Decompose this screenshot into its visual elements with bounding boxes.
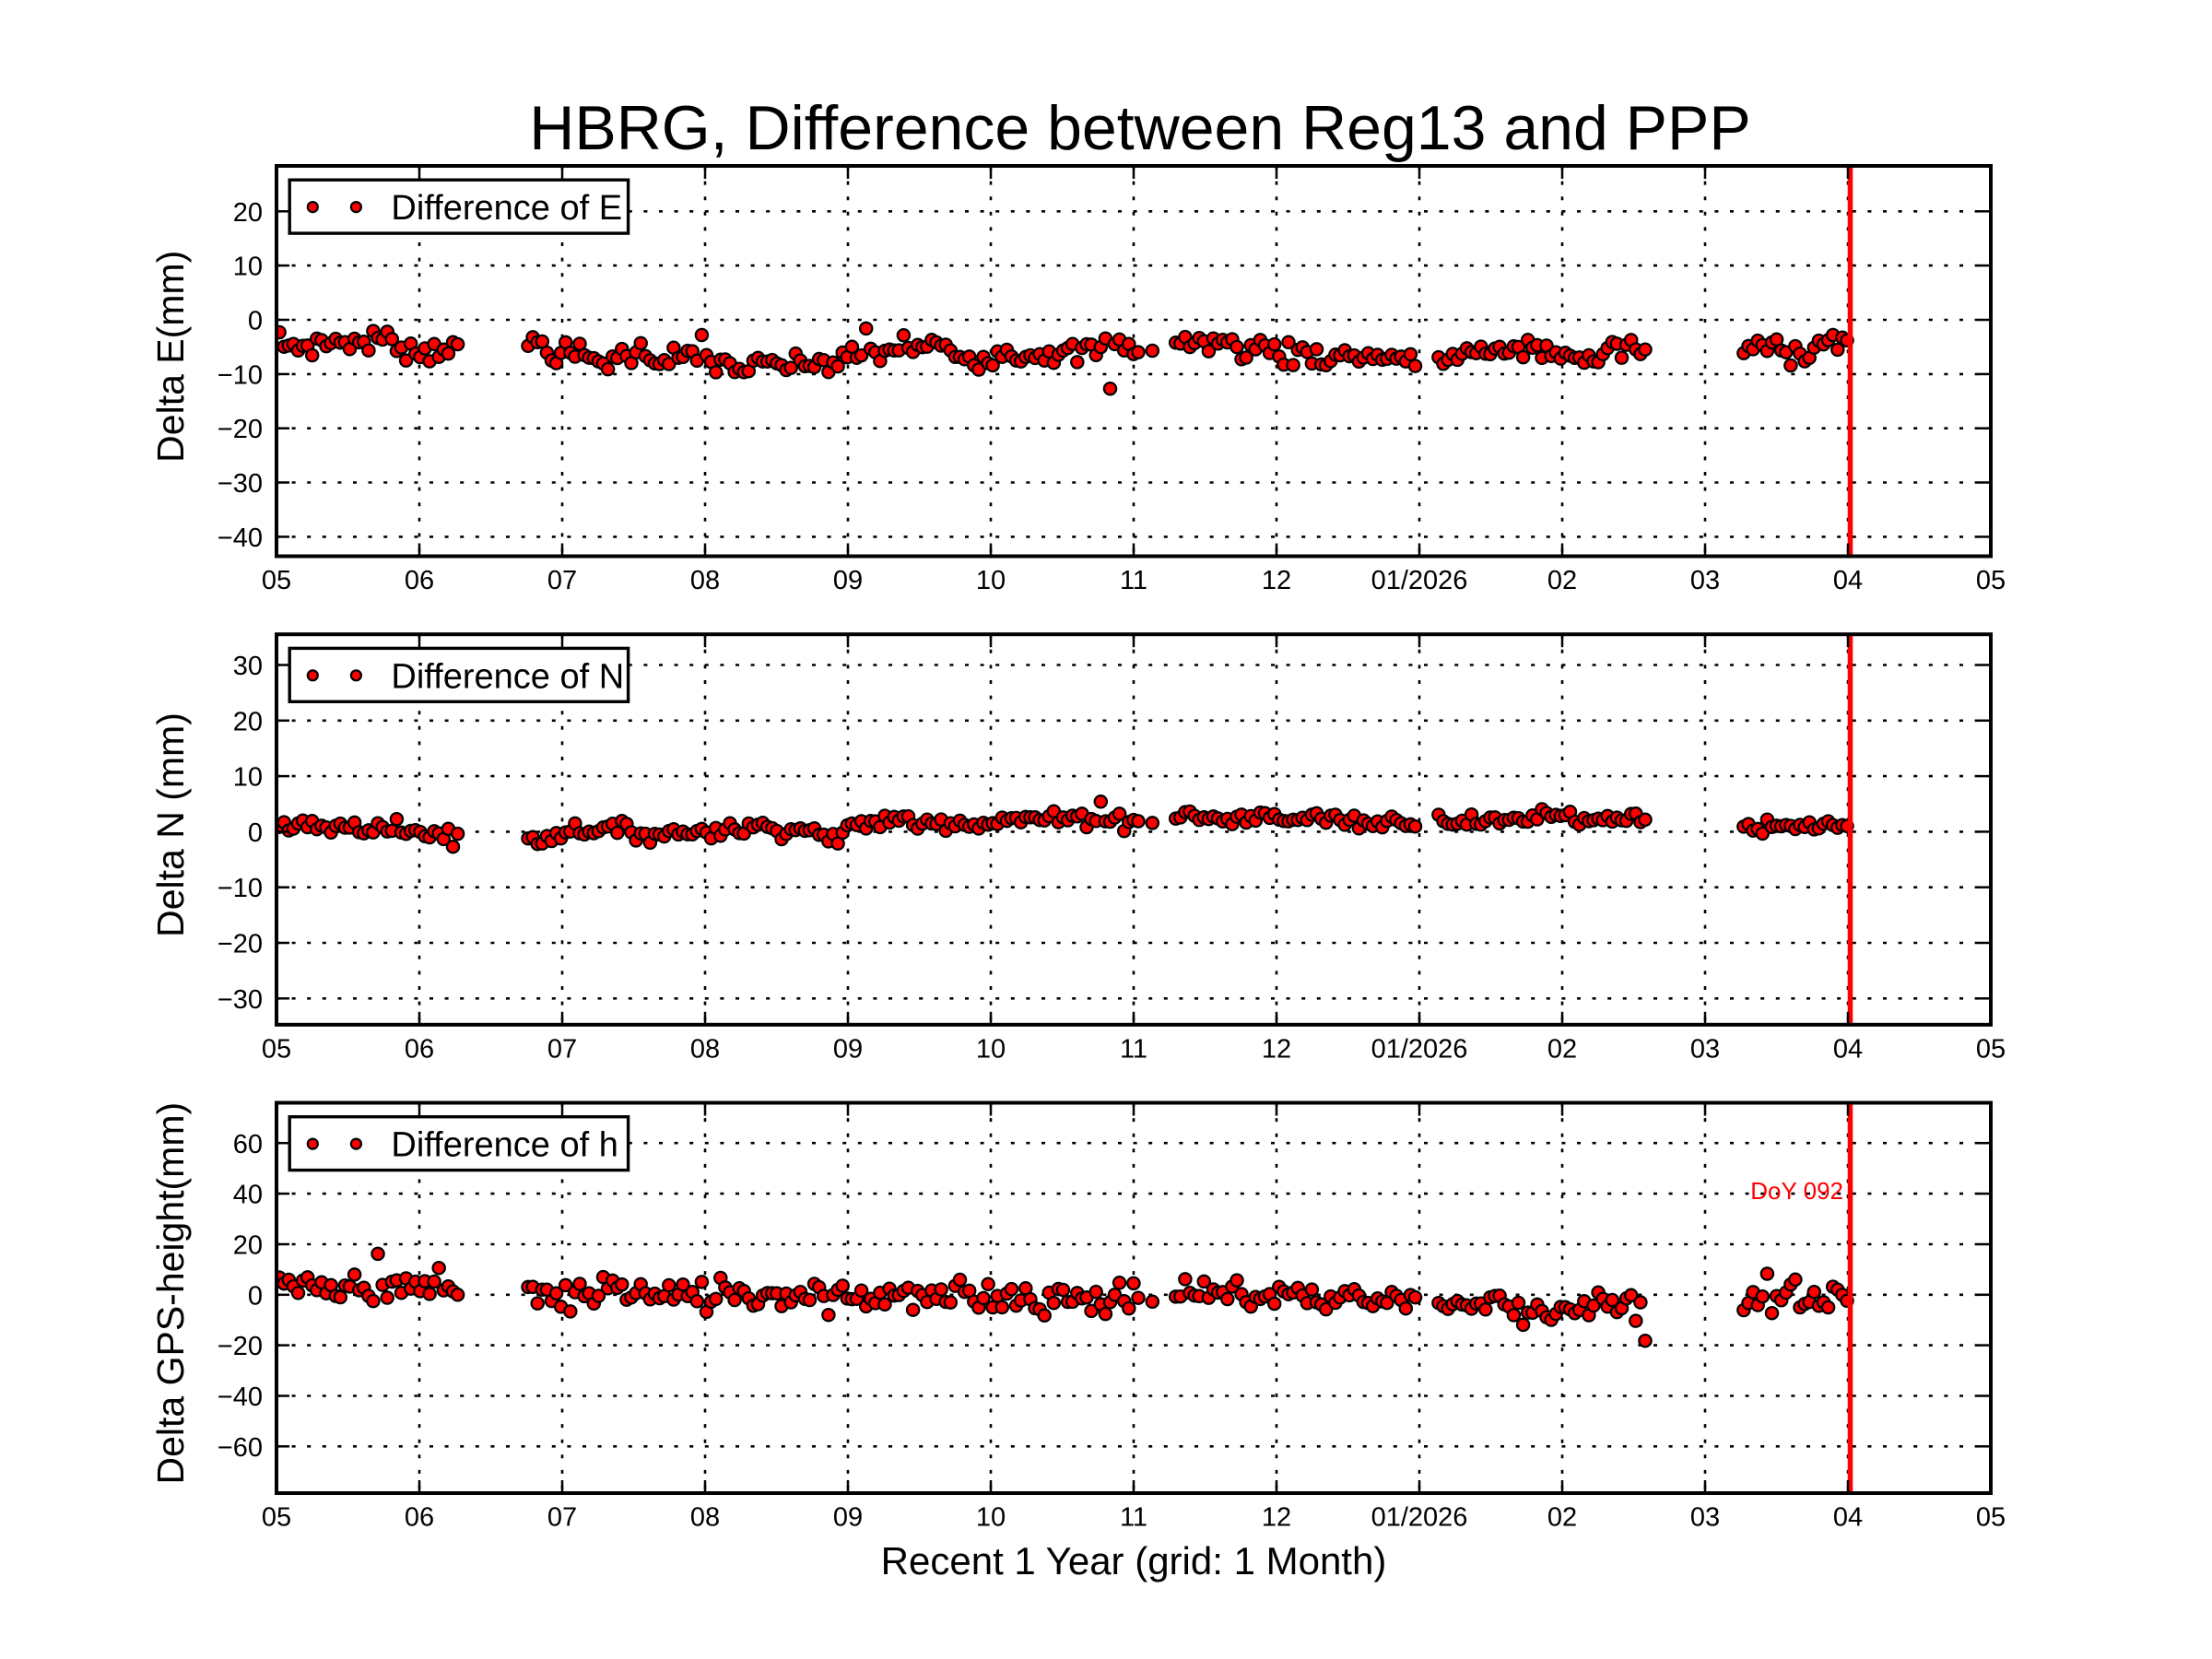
svg-text:07: 07: [547, 1503, 577, 1533]
svg-text:11: 11: [1120, 566, 1147, 595]
svg-text:12: 12: [1262, 1503, 1291, 1533]
svg-text:−30: −30: [218, 469, 263, 499]
svg-text:02: 02: [1547, 1503, 1577, 1533]
svg-text:06: 06: [405, 1034, 434, 1064]
svg-text:−30: −30: [218, 985, 263, 1015]
svg-text:10: 10: [233, 763, 263, 793]
svg-text:10: 10: [233, 253, 263, 282]
svg-text:08: 08: [690, 566, 720, 595]
svg-text:−60: −60: [218, 1433, 263, 1463]
svg-text:01/2026: 01/2026: [1371, 1503, 1468, 1533]
svg-text:04: 04: [1833, 566, 1863, 595]
svg-text:40: 40: [233, 1181, 263, 1210]
svg-text:05: 05: [1976, 1034, 2006, 1064]
svg-text:05: 05: [262, 1034, 291, 1064]
svg-text:Recent 1 Year (grid: 1 Month): Recent 1 Year (grid: 1 Month): [881, 1539, 1387, 1583]
svg-text:06: 06: [405, 1503, 434, 1533]
svg-text:05: 05: [262, 1503, 291, 1533]
svg-text:Difference of h: Difference of h: [391, 1126, 618, 1165]
svg-text:DoY 092: DoY 092: [1750, 1177, 1843, 1205]
svg-text:02: 02: [1547, 1034, 1577, 1064]
svg-text:60: 60: [233, 1130, 263, 1159]
svg-text:08: 08: [690, 1034, 720, 1064]
svg-text:02: 02: [1547, 566, 1577, 595]
svg-text:−20: −20: [218, 1332, 263, 1361]
svg-text:04: 04: [1833, 1503, 1863, 1533]
svg-text:30: 30: [233, 652, 263, 681]
svg-text:04: 04: [1833, 1034, 1863, 1064]
svg-text:01/2026: 01/2026: [1371, 1034, 1468, 1064]
svg-text:11: 11: [1120, 1034, 1147, 1064]
svg-text:Delta GPS-height(mm): Delta GPS-height(mm): [149, 1102, 192, 1485]
svg-text:−10: −10: [218, 360, 263, 390]
svg-text:−20: −20: [218, 930, 263, 959]
svg-text:0: 0: [248, 818, 263, 848]
svg-text:0: 0: [248, 307, 263, 336]
svg-text:07: 07: [547, 566, 577, 595]
svg-text:09: 09: [833, 1503, 863, 1533]
svg-text:12: 12: [1262, 566, 1291, 595]
svg-text:05: 05: [1976, 1503, 2006, 1533]
svg-text:10: 10: [976, 1503, 1006, 1533]
svg-text:−40: −40: [218, 524, 263, 553]
svg-text:07: 07: [547, 1034, 577, 1064]
svg-text:11: 11: [1120, 1503, 1147, 1533]
svg-text:03: 03: [1690, 1503, 1720, 1533]
svg-text:09: 09: [833, 1034, 863, 1064]
svg-text:HBRG, Difference between Reg13: HBRG, Difference between Reg13 and PPP: [529, 93, 1751, 163]
svg-text:−20: −20: [218, 415, 263, 444]
svg-text:Delta N (mm): Delta N (mm): [149, 712, 192, 937]
svg-text:05: 05: [1976, 566, 2006, 595]
svg-text:−10: −10: [218, 874, 263, 903]
svg-text:Delta E(mm): Delta E(mm): [149, 251, 192, 463]
svg-text:20: 20: [233, 1231, 263, 1261]
svg-text:Difference of N: Difference of N: [391, 657, 624, 696]
svg-text:01/2026: 01/2026: [1371, 566, 1468, 595]
svg-text:0: 0: [248, 1281, 263, 1311]
svg-text:05: 05: [262, 566, 291, 595]
svg-text:06: 06: [405, 566, 434, 595]
svg-text:20: 20: [233, 707, 263, 736]
svg-text:Difference of E: Difference of E: [391, 189, 622, 228]
svg-text:08: 08: [690, 1503, 720, 1533]
svg-text:10: 10: [976, 566, 1006, 595]
svg-text:03: 03: [1690, 566, 1720, 595]
svg-text:10: 10: [976, 1034, 1006, 1064]
svg-text:12: 12: [1262, 1034, 1291, 1064]
svg-text:20: 20: [233, 198, 263, 228]
svg-text:09: 09: [833, 566, 863, 595]
svg-text:03: 03: [1690, 1034, 1720, 1064]
svg-text:−40: −40: [218, 1382, 263, 1412]
